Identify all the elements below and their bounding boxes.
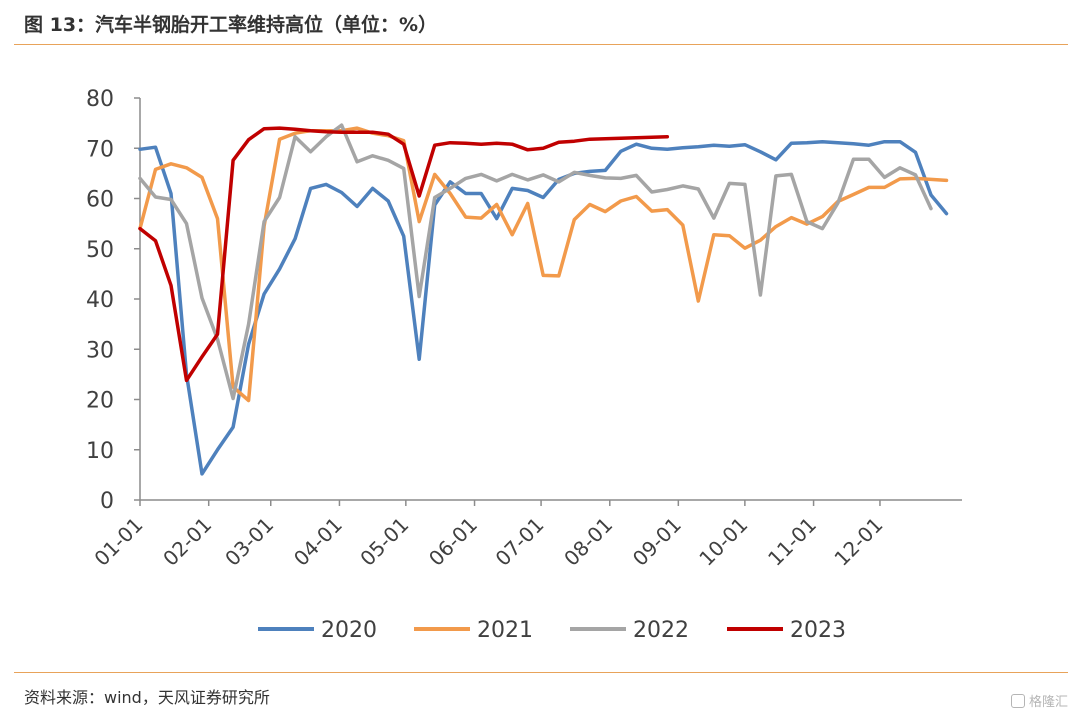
legend-label-2021: 2021	[477, 618, 533, 643]
legend-label-2020: 2020	[321, 618, 377, 643]
footer-divider	[14, 672, 1068, 673]
x-tick-label: 08-01	[559, 513, 617, 571]
series-line-2020	[138, 139, 949, 476]
legend-label-2023: 2023	[790, 618, 846, 643]
y-tick-label: 60	[86, 188, 114, 213]
y-tick-label: 40	[86, 288, 114, 313]
watermark: 格隆汇	[1010, 691, 1068, 710]
x-tick-label: 07-01	[491, 513, 549, 571]
x-tick-label: 02-01	[158, 513, 216, 571]
y-tick-label: 70	[86, 137, 114, 162]
x-tick-label: 12-01	[829, 513, 887, 571]
legend-label-2022: 2022	[633, 618, 689, 643]
x-tick-label: 03-01	[220, 513, 278, 571]
series-line-2021	[138, 126, 949, 403]
line-chart: 0 10 20 30 40 50 60 70 80 01-01 02-01 03-01 04-01 05-…	[86, 87, 962, 643]
y-tick-label: 10	[86, 439, 114, 464]
title-divider	[14, 44, 1068, 45]
y-tick-label: 20	[86, 389, 114, 414]
x-tick-label: 11-01	[763, 513, 821, 571]
x-tick-label: 05-01	[355, 513, 413, 571]
source-note: 资料来源：wind，天风证券研究所	[24, 688, 270, 707]
y-tick-label: 80	[86, 87, 114, 112]
x-tick-label: 04-01	[289, 513, 347, 571]
series-line-2023	[138, 126, 670, 383]
watermark-logo-icon	[1010, 693, 1025, 708]
y-tick-label: 30	[86, 338, 114, 363]
chart-title: 图 13：汽车半钢胎开工率维持高位（单位：%）	[24, 14, 438, 36]
y-tick-label: 0	[100, 489, 114, 514]
x-tick-label: 01-01	[89, 513, 147, 571]
x-tick-label: 10-01	[694, 513, 752, 571]
y-tick-label: 50	[86, 238, 114, 263]
series-line-2022	[138, 123, 933, 401]
x-tick-label: 09-01	[628, 513, 686, 571]
x-tick-label: 06-01	[424, 513, 482, 571]
watermark-text: 格隆汇	[1028, 695, 1068, 710]
